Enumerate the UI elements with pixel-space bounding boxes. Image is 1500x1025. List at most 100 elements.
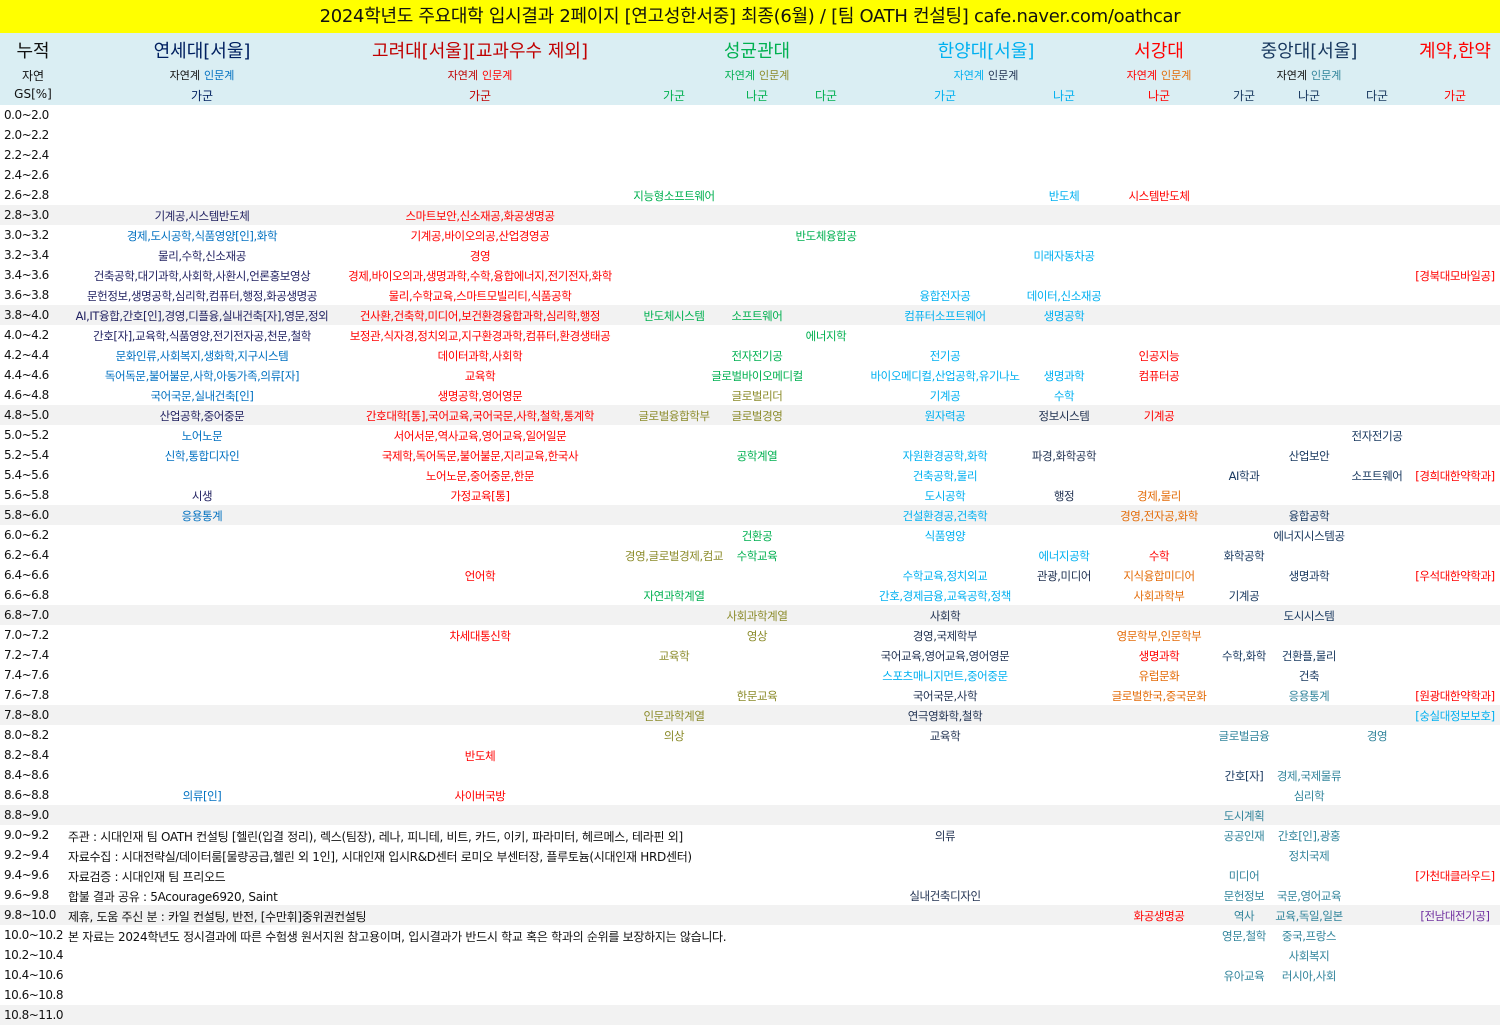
- table-row: 4.2~4.4 문화인류,사회복지,생화학,지구시스템 데이터과학,사회학 전자전기공…: [0, 345, 1500, 365]
- table-row: 3.6~3.8 문헌정보,생명공학,심리학,컴퓨터,행정,화공생명공 물리,수학교육…: [0, 285, 1500, 305]
- department-cell: 전자전기공: [1351, 429, 1403, 443]
- department-cell: [숭실대정보보호]: [1415, 709, 1495, 723]
- department-cell: 러시아,사회: [1281, 969, 1337, 983]
- department-cell: 자원환경공학,화학: [902, 449, 988, 463]
- gs-range: 8.2~8.4: [4, 748, 49, 762]
- department-cell: 영문학부,인문학부: [1116, 629, 1202, 643]
- gs-range: 10.0~10.2: [4, 928, 64, 942]
- gs-range: 0.0~2.0: [4, 108, 49, 122]
- department-cell: 물리,수학교육,스마트모빌리티,식품공학: [388, 289, 572, 303]
- department-cell: 경제,바이오의과,생명과학,수학,융합에너지,전기전자,화학: [348, 269, 612, 283]
- admission-group-label: 다군: [814, 89, 838, 103]
- department-cell: 도시시스템: [1283, 609, 1335, 623]
- department-cell: 시스템반도체: [1128, 189, 1190, 203]
- gs-range: 3.2~3.4: [4, 248, 49, 262]
- department-cell: 생명과학: [1138, 649, 1180, 663]
- department-cell: 경영,글로벌경제,컴교: [624, 549, 724, 563]
- gs-range: 7.0~7.2: [4, 628, 49, 642]
- table-row: 3.4~3.6 건축공학,대기과학,사회학,사환시,언론홍보영상 경제,바이오의과,…: [0, 265, 1500, 285]
- department-cell: 행정: [1053, 489, 1075, 503]
- header-gs: GS[%]: [14, 87, 52, 101]
- department-cell: 글로벌경영: [731, 409, 783, 423]
- department-cell: 미디어: [1228, 869, 1260, 883]
- department-cell: 화공생명공: [1133, 909, 1185, 923]
- department-cell: 한문교육: [736, 689, 778, 703]
- gs-range: 10.4~10.6: [4, 968, 64, 982]
- gs-range: 4.8~5.0: [4, 408, 49, 422]
- department-cell: 차세대통신학: [449, 629, 511, 643]
- department-cell: 바이오메디컬,산업공학,유기나노: [870, 369, 1020, 383]
- table-row: 10.4~10.6 유아교육 러시아,사회: [0, 965, 1500, 985]
- admission-group-label: 가군: [468, 89, 492, 103]
- department-cell: 미래자동차공: [1033, 249, 1095, 263]
- department-cell: 교육학: [464, 369, 496, 383]
- department-cell: 사회학: [929, 609, 961, 623]
- department-cell: 교육학: [658, 649, 690, 663]
- department-cell: 원자력공: [924, 409, 966, 423]
- department-cell: [경북대모바일공]: [1415, 269, 1495, 283]
- table-row: 4.8~5.0 산업공학,중어중문 간호대학[통],국어교육,국어국문,사학,철학,…: [0, 405, 1500, 425]
- department-cell: 소프트웨어: [731, 309, 783, 323]
- department-cell: 식품영양: [924, 529, 966, 543]
- department-cell: 독어독문,불어불문,사학,아동가족,의류[자]: [104, 369, 300, 383]
- department-cell: 건설환경공,건축학: [902, 509, 988, 523]
- gs-range: 4.2~4.4: [4, 348, 49, 362]
- gs-range: 4.6~4.8: [4, 388, 49, 402]
- department-cell: 국어국문,실내건축[인]: [150, 389, 254, 403]
- table-row: 4.0~4.2 간호[자],교육학,식품영양,전기전자공,천문,철학 보정관,식자경…: [0, 325, 1500, 345]
- gs-range: 9.8~10.0: [4, 908, 56, 922]
- table-row: 9.6~9.8 합불 결과 공유 : 5Acourage6920, Saint 실내…: [0, 885, 1500, 905]
- admission-group-label: 나군: [1052, 89, 1076, 103]
- credit-note: 자료검증 : 시대인재 팀 프리오드: [68, 870, 226, 884]
- department-cell: 물리,수학,신소재공: [158, 249, 246, 263]
- credit-note: 자료수집 : 시대전략실/데이터룸[물량공급,헬린 외 1인], 시대인재 입시…: [68, 850, 692, 864]
- table-row: 7.6~7.8 한문교육 국어국문,사학 글로벌한국,중국문화 응용통계 [원광대한약학과…: [0, 685, 1500, 705]
- department-cell: 산업보안: [1288, 449, 1330, 463]
- table-row: 9.2~9.4 자료수집 : 시대전략실/데이터룸[물량공급,헬린 외 1인], …: [0, 845, 1500, 865]
- department-cell: [전남대전기공]: [1420, 909, 1490, 923]
- department-cell: 지능형소프트웨어: [633, 189, 715, 203]
- department-cell: 사회과학부: [1133, 589, 1185, 603]
- department-cell: 경영,전자공,화학: [1120, 509, 1198, 523]
- gs-range: 3.8~4.0: [4, 308, 49, 322]
- gs-range: 8.6~8.8: [4, 788, 49, 802]
- department-cell: 사회과학계열: [726, 609, 788, 623]
- credit-note: 본 자료는 2024학년도 정시결과에 따른 수험생 원서지원 참고용이며, 입…: [68, 930, 727, 944]
- department-cell: 산업공학,중어중문: [159, 409, 245, 423]
- gs-range: 8.0~8.2: [4, 728, 49, 742]
- table-row: 3.0~3.2 경제,도시공학,식품영양[인],화학 기계공,바이오의공,산업경영공…: [0, 225, 1500, 245]
- gs-range: 6.0~6.2: [4, 528, 49, 542]
- department-cell: 경제,물리: [1137, 489, 1181, 503]
- department-cell: 공학계열: [736, 449, 778, 463]
- department-cell: 수학교육: [736, 549, 778, 563]
- department-cell: 기계공,시스템반도체: [154, 209, 250, 223]
- department-cell: 국문,영어교육: [1276, 889, 1342, 903]
- department-cell: 국제학,독어독문,불어불문,지리교육,한국사: [381, 449, 579, 463]
- gs-range: 5.2~5.4: [4, 448, 49, 462]
- department-cell: 신학,통합디자인: [164, 449, 240, 463]
- department-cell: 에너지시스템공: [1273, 529, 1345, 543]
- department-cell: 의상: [663, 729, 685, 743]
- gs-range: 9.4~9.6: [4, 868, 49, 882]
- department-cell: 데이터과학,사회학: [437, 349, 523, 363]
- track-natural: 자연계: [1276, 69, 1307, 82]
- credit-note: 주관 : 시대인재 팀 OATH 컨설팅 [헬린(입결 정리), 렉스(팀장),…: [68, 830, 683, 844]
- department-cell: 노어노문,중어중문,한문: [425, 469, 535, 483]
- department-cell: 글로벌금융: [1218, 729, 1270, 743]
- department-cell: 글로벌리더: [731, 389, 783, 403]
- department-cell: 에너지학: [805, 329, 847, 343]
- track-humanities: 인문계: [1311, 69, 1342, 82]
- gs-range: 10.8~11.0: [4, 1008, 64, 1022]
- department-cell: 인문과학계열: [643, 709, 705, 723]
- department-cell: 심리학: [1293, 789, 1325, 803]
- table-row: 5.4~5.6 노어노문,중어중문,한문 건축공학,물리 AI학과 소프트웨어 [경희대한…: [0, 465, 1500, 485]
- department-cell: AI학과: [1228, 469, 1260, 483]
- credit-note: 합불 결과 공유 : 5Acourage6920, Saint: [68, 890, 278, 904]
- department-cell: 유아교육: [1223, 969, 1265, 983]
- gs-range: 8.4~8.6: [4, 768, 49, 782]
- department-cell: 정보시스템: [1038, 409, 1090, 423]
- department-cell: 의류: [934, 829, 956, 843]
- department-cell: 자연과학계열: [643, 589, 705, 603]
- department-cell: 시생: [191, 489, 213, 503]
- table-row: 3.8~4.0 AI,IT융합,간호[인],경영,디플융,실내건축[자],영문,정…: [0, 305, 1500, 325]
